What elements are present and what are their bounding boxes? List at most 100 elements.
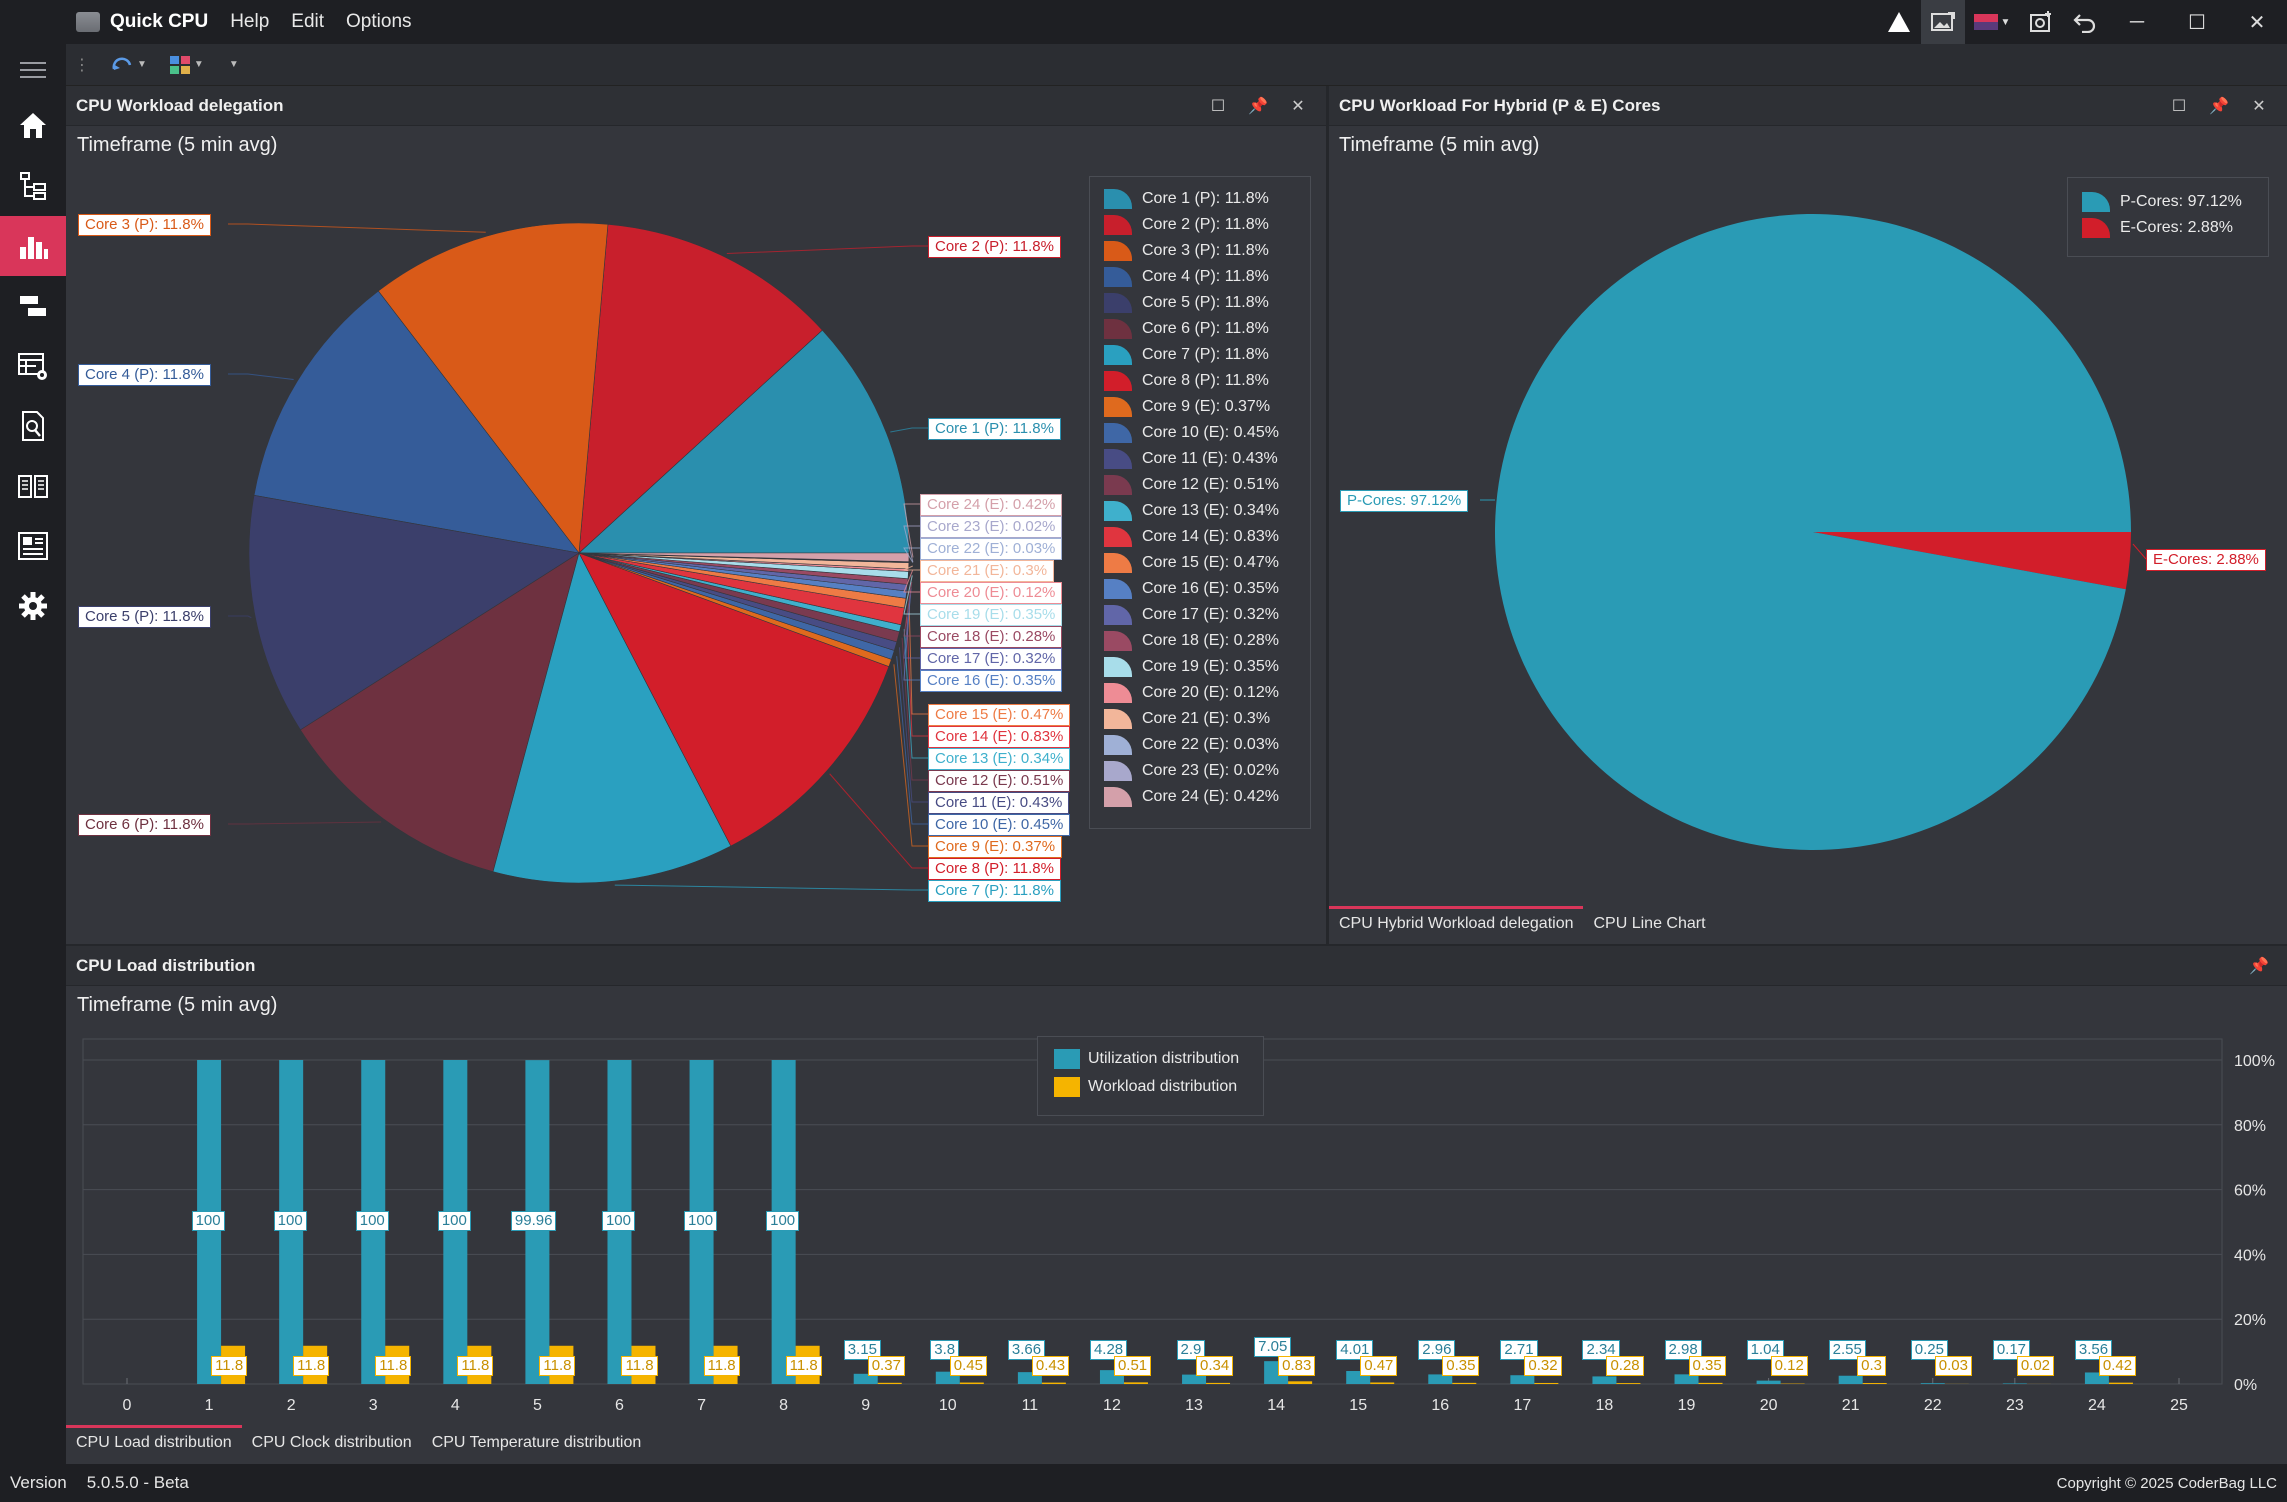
dashboard-icon[interactable] [0, 516, 66, 576]
gear-icon[interactable] [0, 576, 66, 636]
tab-cpu-temperature-distribution[interactable]: CPU Temperature distribution [431, 1434, 642, 1451]
screenshot-icon[interactable] [2019, 0, 2063, 44]
warning-icon[interactable] [1877, 0, 1921, 44]
close-panel-icon[interactable]: ✕ [2252, 98, 2266, 115]
legend-item-core-1-p[interactable]: Core 1 (P): 11.8% [1104, 189, 1269, 209]
pin-panel-icon[interactable]: 📌 [2209, 98, 2229, 115]
workload-bar-core-11[interactable] [1041, 1382, 1066, 1384]
undo-icon[interactable] [2063, 0, 2107, 44]
legend-item-core-3-p[interactable]: Core 3 (P): 11.8% [1104, 241, 1269, 261]
legend-item-core-9-e[interactable]: Core 9 (E): 0.37% [1104, 397, 1270, 417]
pin-panel-icon[interactable]: 📌 [2249, 958, 2269, 975]
legend-item-core-4-p[interactable]: Core 4 (P): 11.8% [1104, 267, 1269, 287]
pie-slice-core-8-p[interactable] [578, 552, 890, 847]
legend-item-core-15-e[interactable]: Core 15 (E): 0.47% [1104, 553, 1279, 573]
maximize-button[interactable]: ☐ [2188, 11, 2206, 34]
legend-item-p-cores[interactable]: P-Cores: 97.12% [2082, 192, 2242, 212]
book-icon[interactable] [0, 456, 66, 516]
legend-item-core-13-e[interactable]: Core 13 (E): 0.34% [1104, 501, 1279, 521]
tree-icon[interactable] [0, 156, 66, 216]
workload-bar-core-21[interactable] [1862, 1383, 1887, 1384]
pie-slice-core-4-p[interactable] [253, 290, 580, 554]
utilization-bar-core-13[interactable] [1182, 1374, 1207, 1384]
legend-item-e-cores[interactable]: E-Cores: 2.88% [2082, 218, 2233, 238]
workload-bar-core-18[interactable] [1616, 1383, 1641, 1384]
minimize-button[interactable]: ─ [2129, 10, 2145, 33]
workload-bar-core-12[interactable] [1123, 1382, 1148, 1384]
utilization-bar-core-16[interactable] [1428, 1374, 1453, 1384]
workload-bar-core-10[interactable] [959, 1382, 984, 1384]
close-button[interactable]: ✕ [2248, 11, 2266, 34]
workload-bar-core-17[interactable] [1534, 1382, 1559, 1384]
tab-cpu-clock-distribution[interactable]: CPU Clock distribution [251, 1434, 412, 1451]
pie-slice-core-3-p[interactable] [377, 222, 609, 554]
workload-bar-core-13[interactable] [1206, 1382, 1231, 1384]
utilization-bar-core-22[interactable] [1920, 1383, 1945, 1384]
utilization-bar-core-18[interactable] [1592, 1376, 1617, 1384]
document-search-icon[interactable] [0, 396, 66, 456]
pie-slice-core-2-p[interactable] [578, 223, 823, 554]
utilization-bar-core-9[interactable] [853, 1373, 878, 1384]
legend-item-core-12-e[interactable]: Core 12 (E): 0.51% [1104, 475, 1279, 495]
legend-item-core-5-p[interactable]: Core 5 (P): 11.8% [1104, 293, 1269, 313]
legend-item-core-23-e[interactable]: Core 23 (E): 0.02% [1104, 761, 1279, 781]
workload-bar-core-14[interactable] [1288, 1381, 1313, 1384]
menu-options[interactable]: Options [346, 11, 412, 32]
workload-bar-core-24[interactable] [2108, 1382, 2133, 1384]
layout-dropdown-button[interactable]: ▼ [169, 55, 204, 75]
utilization-bar-core-23[interactable] [2002, 1383, 2027, 1384]
pie-slice-core-6-p[interactable] [300, 552, 580, 872]
tab-cpu-line-chart[interactable]: CPU Line Chart [1593, 915, 1706, 932]
legend-item-core-20-e[interactable]: Core 20 (E): 0.12% [1104, 683, 1279, 703]
close-panel-icon[interactable]: ✕ [1291, 98, 1305, 115]
bar-chart-icon[interactable] [0, 216, 66, 276]
legend-item-core-21-e[interactable]: Core 21 (E): 0.3% [1104, 709, 1270, 729]
pie-slice-core-5-p[interactable] [248, 494, 580, 731]
utilization-bar-core-17[interactable] [1510, 1375, 1535, 1384]
workload-bar-core-19[interactable] [1698, 1382, 1723, 1384]
pin-panel-icon[interactable]: 📌 [1248, 98, 1268, 115]
tab-cpu-load-distribution[interactable]: CPU Load distribution [66, 1425, 242, 1461]
utilization-bar-core-21[interactable] [1838, 1375, 1863, 1384]
theme-color-icon[interactable]: ▼ [1965, 0, 2019, 44]
legend-item-core-19-e[interactable]: Core 19 (E): 0.35% [1104, 657, 1279, 677]
panel-splitter-h[interactable] [66, 944, 2287, 946]
menu-edit[interactable]: Edit [291, 11, 325, 32]
home-icon[interactable] [0, 96, 66, 156]
legend-item-core-18-e[interactable]: Core 18 (E): 0.28% [1104, 631, 1279, 651]
workload-bar-core-9[interactable] [877, 1382, 902, 1384]
utilization-bar-core-19[interactable] [1674, 1374, 1699, 1384]
menu-icon[interactable] [0, 44, 66, 96]
legend-item-core-16-e[interactable]: Core 16 (E): 0.35% [1104, 579, 1279, 599]
panel-splitter[interactable] [1326, 86, 1329, 946]
legend-item-core-8-p[interactable]: Core 8 (P): 11.8% [1104, 371, 1269, 391]
legend-item-core-10-e[interactable]: Core 10 (E): 0.45% [1104, 423, 1279, 443]
gantt-icon[interactable] [0, 276, 66, 336]
legend-item-core-7-p[interactable]: Core 7 (P): 11.8% [1104, 345, 1269, 365]
menu-help[interactable]: Help [230, 11, 270, 32]
pie-slice-core-7-p[interactable] [492, 552, 732, 884]
legend-item-core-6-p[interactable]: Core 6 (P): 11.8% [1104, 319, 1269, 339]
maximize-panel-icon[interactable]: ☐ [1210, 98, 1226, 115]
legend-item-core-24-e[interactable]: Core 24 (E): 0.42% [1104, 787, 1279, 807]
maximize-panel-icon[interactable]: ☐ [2171, 98, 2187, 115]
tab-hybrid-workload[interactable]: CPU Hybrid Workload delegation [1329, 906, 1584, 942]
legend-item-core-17-e[interactable]: Core 17 (E): 0.32% [1104, 605, 1279, 625]
legend-item-core-11-e[interactable]: Core 11 (E): 0.43% [1104, 449, 1278, 469]
image-export-icon[interactable] [1921, 0, 1965, 44]
workload-bar-core-15[interactable] [1370, 1382, 1395, 1384]
utilization-bar-core-20[interactable] [1756, 1380, 1781, 1384]
legend-item-core-2-p[interactable]: Core 2 (P): 11.8% [1104, 215, 1269, 235]
legend-item-core-22-e[interactable]: Core 22 (E): 0.03% [1104, 735, 1279, 755]
utilization-bar-core-24[interactable] [2084, 1372, 2109, 1384]
table-settings-icon[interactable] [0, 336, 66, 396]
pie-slice-core-24-e[interactable] [578, 552, 910, 563]
utilization-value-label: 2.98 [1664, 1340, 1702, 1360]
pie-slice-p-cores[interactable] [1495, 214, 2131, 851]
toolbar-overflow-button[interactable]: ▼ [228, 59, 239, 70]
pie-slice-e-cores[interactable] [1813, 532, 2131, 590]
legend-item-core-14-e[interactable]: Core 14 (E): 0.83% [1104, 527, 1279, 547]
undo-dropdown-button[interactable]: ▼ [112, 57, 147, 73]
utilization-bar-core-11[interactable] [1017, 1372, 1042, 1384]
workload-bar-core-16[interactable] [1452, 1382, 1477, 1384]
